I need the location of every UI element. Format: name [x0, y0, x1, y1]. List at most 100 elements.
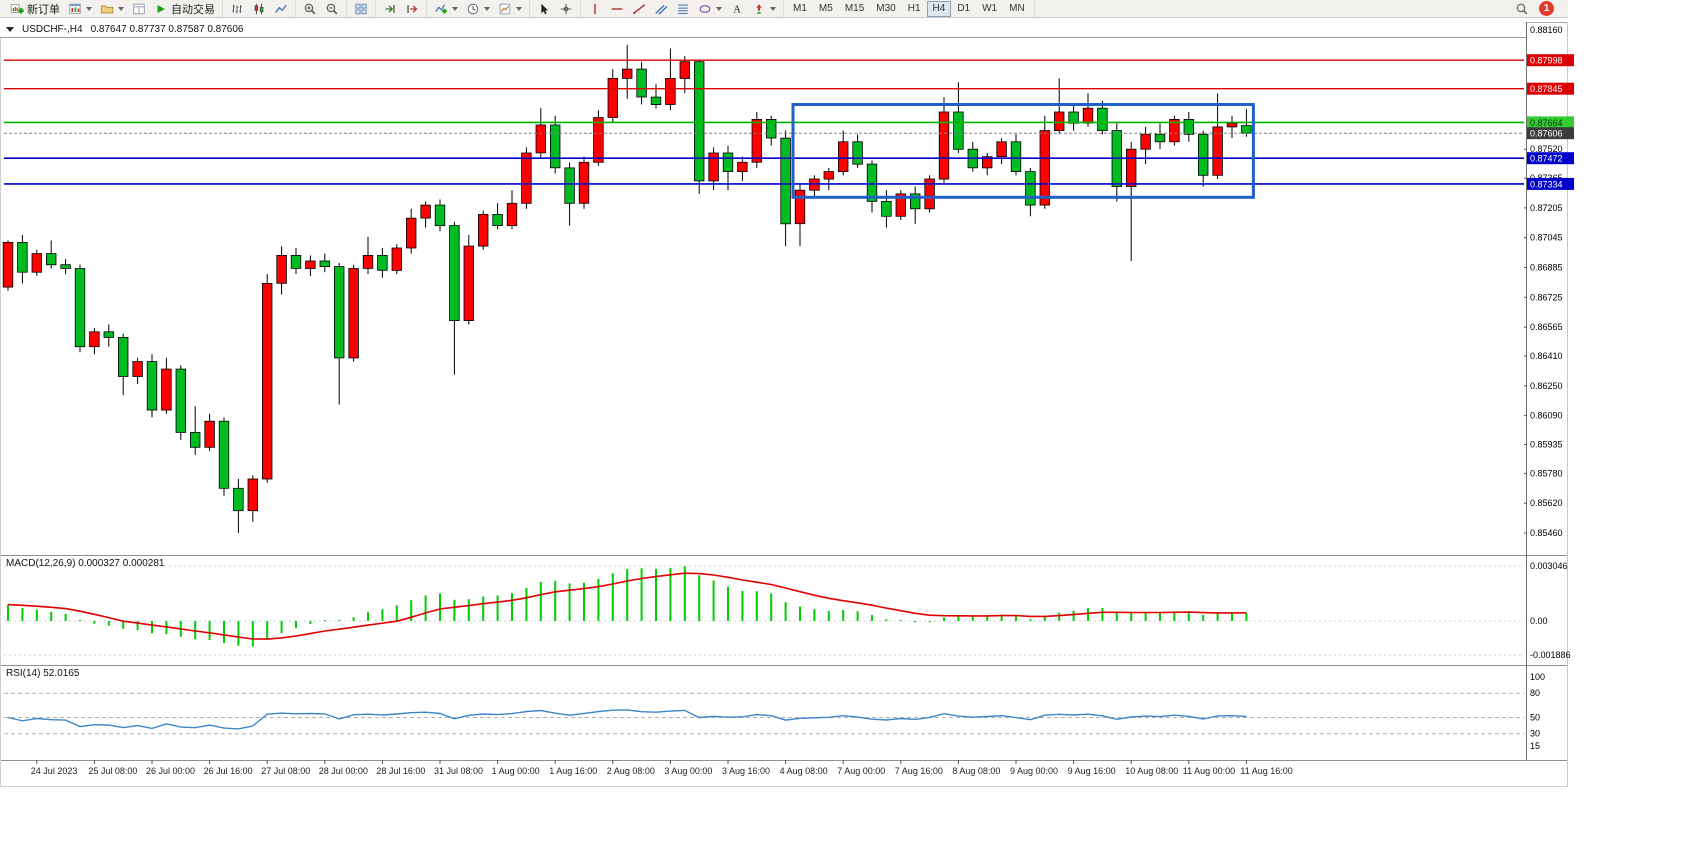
cursor-icon — [537, 2, 551, 16]
cursor-button[interactable] — [533, 1, 555, 17]
candle — [1082, 107, 1094, 124]
svg-text:0.003046: 0.003046 — [1530, 561, 1568, 571]
vertical-line-button[interactable] — [584, 1, 606, 17]
auto-scroll-button[interactable] — [379, 1, 401, 17]
candle — [477, 213, 489, 247]
equidistant-channel-button[interactable] — [650, 1, 672, 17]
candle — [60, 264, 71, 269]
candle — [866, 163, 878, 202]
svg-text:A: A — [733, 4, 741, 15]
svg-text:9 Aug 00:00: 9 Aug 00:00 — [1010, 766, 1058, 776]
candle — [233, 487, 244, 512]
shapes-button[interactable] — [694, 1, 726, 17]
chart-shift-button[interactable] — [401, 1, 423, 17]
macd-name: MACD(12,26,9) — [6, 558, 76, 569]
symbol-period-label: USDCHF-,H4 — [22, 24, 83, 35]
candle — [1212, 126, 1223, 176]
tile-windows-button[interactable] — [350, 1, 372, 17]
price-badge — [1527, 177, 1574, 190]
candle — [17, 241, 28, 273]
new-chart-button[interactable] — [64, 1, 96, 17]
timeframe-h1-button[interactable]: H1 — [902, 1, 927, 17]
candle — [996, 141, 1007, 158]
indicators-icon — [434, 2, 448, 16]
svg-text:0.86090: 0.86090 — [1530, 411, 1563, 421]
timeframe-m15-button[interactable]: M15 — [839, 1, 870, 17]
crosshair-button[interactable] — [555, 1, 577, 17]
candle — [405, 217, 417, 249]
timeframe-d1-button[interactable]: D1 — [951, 1, 976, 17]
svg-text:26 Jul 16:00: 26 Jul 16:00 — [204, 766, 253, 776]
one-click-trading-toggle-icon[interactable] — [6, 27, 14, 32]
toolbar-right: 1 — [1511, 1, 1568, 17]
channel-icon — [654, 2, 668, 16]
candle — [722, 152, 734, 173]
svg-text:0.86250: 0.86250 — [1530, 381, 1563, 391]
text-button[interactable]: A — [726, 1, 748, 17]
auto-trading-button[interactable]: 自动交易 — [150, 1, 219, 17]
candle — [189, 431, 201, 448]
timeframe-m5-button[interactable]: M5 — [813, 1, 839, 17]
timeframe-w1-button[interactable]: W1 — [976, 1, 1003, 17]
text-icon: A — [730, 2, 744, 16]
candle — [665, 78, 676, 105]
rectangle-object[interactable] — [791, 103, 1255, 199]
svg-text:80: 80 — [1530, 688, 1540, 698]
candle — [492, 213, 503, 226]
svg-text:11 Aug 16:00: 11 Aug 16:00 — [1240, 766, 1292, 776]
line-chart-button[interactable] — [270, 1, 292, 17]
toolbar-group — [347, 0, 376, 17]
vline-icon — [588, 2, 602, 16]
trendline-button[interactable] — [628, 1, 650, 17]
arrows-button[interactable] — [748, 1, 780, 17]
svg-text:24 Jul 2023: 24 Jul 2023 — [31, 766, 78, 776]
zoom-out-button[interactable] — [321, 1, 343, 17]
candle — [521, 152, 532, 204]
hline-icon — [610, 2, 624, 16]
timeframe-h4-button[interactable]: H4 — [926, 0, 952, 17]
new-order-button[interactable]: 新订单 — [6, 1, 64, 17]
zoom-in-button[interactable] — [299, 1, 321, 17]
candle — [348, 268, 359, 359]
indicators-button[interactable] — [430, 1, 462, 17]
candle — [535, 124, 547, 154]
toolbar-group — [530, 0, 581, 17]
horizontal-line-button[interactable] — [606, 1, 628, 17]
timeframe-mn-button[interactable]: MN — [1003, 1, 1031, 17]
candle — [1068, 111, 1079, 124]
candle — [910, 193, 921, 210]
svg-text:9 Aug 16:00: 9 Aug 16:00 — [1068, 766, 1116, 776]
candle — [1198, 133, 1209, 176]
profiles-button[interactable] — [96, 1, 128, 17]
toolbar-group: 新订单 自动交易 — [3, 0, 223, 17]
candle — [420, 204, 431, 219]
svg-text:3 Aug 00:00: 3 Aug 00:00 — [664, 766, 712, 776]
candle — [333, 266, 345, 359]
candle — [1183, 119, 1195, 135]
data-window-button[interactable] — [128, 1, 150, 17]
notification-badge[interactable]: 1 — [1539, 1, 1554, 16]
fibonacci-button[interactable] — [672, 1, 694, 17]
bar-chart-button[interactable] — [226, 1, 248, 17]
candle — [31, 253, 43, 273]
candlestick-chart-button[interactable] — [248, 1, 270, 17]
rsi-panel: 100 80 50 30 15 — [4, 672, 1545, 751]
templates-button[interactable] — [494, 1, 526, 17]
toolbar-group: A — [581, 0, 784, 17]
candle — [881, 200, 892, 217]
candle — [1054, 111, 1065, 132]
periods-button[interactable] — [462, 1, 494, 17]
candle — [1241, 125, 1252, 134]
candle — [290, 254, 302, 269]
candle — [1126, 148, 1137, 187]
timeframe-m1-button[interactable]: M1 — [787, 1, 813, 17]
candle — [46, 253, 57, 266]
svg-text:0.00: 0.00 — [1530, 616, 1548, 626]
timeframe-m30-button[interactable]: M30 — [870, 1, 901, 17]
svg-text:26 Jul 00:00: 26 Jul 00:00 — [146, 766, 195, 776]
rsi-name: RSI(14) — [6, 668, 41, 679]
svg-text:8 Aug 08:00: 8 Aug 08:00 — [952, 766, 1000, 776]
search-button[interactable] — [1511, 1, 1533, 17]
